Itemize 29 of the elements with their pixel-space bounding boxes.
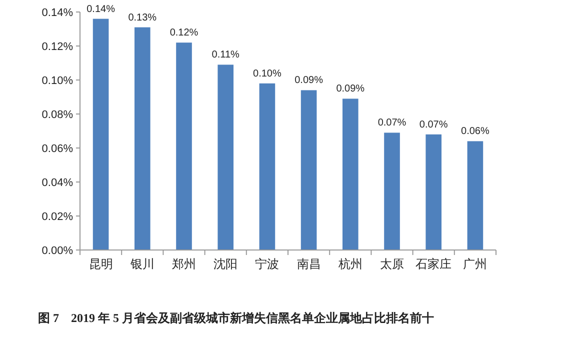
data-label: 0.09% bbox=[336, 84, 365, 95]
y-tick-label: 0.06% bbox=[42, 143, 74, 155]
x-tick-label: 广州 bbox=[463, 257, 488, 271]
x-tick-label: 郑州 bbox=[172, 257, 196, 271]
data-label: 0.13% bbox=[128, 12, 157, 24]
data-label: 0.11% bbox=[212, 50, 240, 61]
data-label: 0.14% bbox=[86, 4, 116, 15]
data-label: 0.10% bbox=[253, 68, 282, 80]
data-label: 0.07% bbox=[378, 118, 406, 129]
x-tick-label: 杭州 bbox=[337, 257, 362, 271]
data-label: 0.06% bbox=[461, 126, 490, 138]
x-tick-label: 沈阳 bbox=[214, 257, 238, 271]
y-tick-label: 0.00% bbox=[42, 245, 74, 257]
x-tick-label: 宁波 bbox=[255, 257, 280, 271]
y-tick-label: 0.02% bbox=[42, 211, 74, 223]
y-tick-label: 0.12% bbox=[42, 41, 74, 53]
x-tick-label: 太原 bbox=[380, 257, 404, 271]
x-tick-label: 南昌 bbox=[296, 257, 321, 271]
data-label: 0.12% bbox=[170, 28, 198, 39]
data-label: 0.09% bbox=[294, 75, 324, 86]
x-tick-label: 昆明 bbox=[88, 257, 113, 271]
x-tick-label: 石家庄 bbox=[416, 257, 452, 271]
y-tick-label: 0.08% bbox=[42, 109, 74, 121]
y-tick-label: 0.04% bbox=[42, 177, 74, 189]
data-label: 0.07% bbox=[419, 119, 448, 130]
y-tick-label: 0.10% bbox=[42, 75, 74, 87]
y-tick-label: 0.14% bbox=[42, 7, 74, 19]
caption: 图 7 2019 年 5 月省会及副省级城市新增失信黑名单企业属地占比排名前十 bbox=[38, 311, 434, 325]
x-tick-label: 银川 bbox=[129, 257, 154, 271]
